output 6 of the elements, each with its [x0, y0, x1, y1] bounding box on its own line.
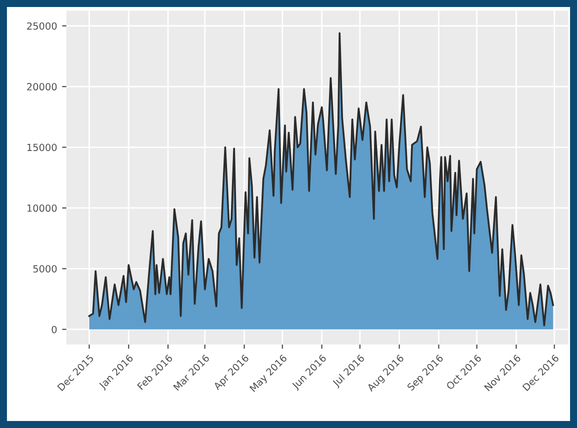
- y-tick-label: 25000: [27, 22, 57, 30]
- y-tick-label: 0: [52, 326, 57, 334]
- y-tick-label: 10000: [27, 204, 57, 212]
- y-tick-label: 5000: [33, 265, 57, 272]
- y-tick-label: 15000: [27, 144, 57, 152]
- y-tick-label: 20000: [27, 83, 57, 90]
